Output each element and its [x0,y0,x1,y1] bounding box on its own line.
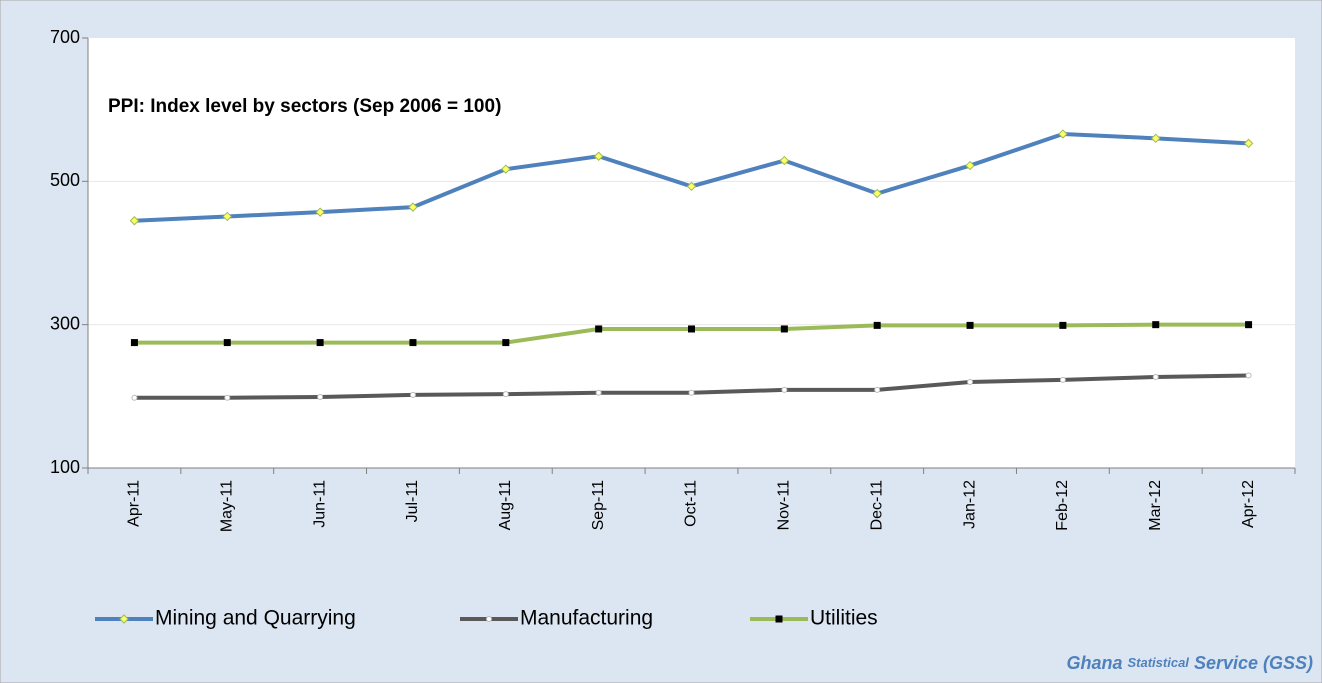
point [780,325,788,333]
point [593,151,604,161]
point [119,614,129,624]
legend-label: Mining and Quarrying [155,607,356,630]
x-tick-label: Jul-11 [404,480,421,522]
point [967,379,974,385]
x-tick-label: Sep-11 [590,480,607,531]
x-tick-label: Jan-12 [961,480,978,529]
point [408,202,418,212]
x-tick-label: Nov-11 [776,480,793,530]
point [486,616,492,622]
y-tick-label: 100 [50,457,80,477]
x-tick-label: Oct-11 [683,480,700,527]
legend-label: Manufacturing [520,607,653,630]
point [223,339,231,347]
point [688,389,695,396]
point [965,160,975,171]
point [966,321,974,329]
point [130,339,138,347]
point [131,394,138,401]
point [129,216,140,226]
point [595,389,602,396]
point [1152,321,1160,329]
point [779,155,790,166]
point [688,325,695,333]
point [502,391,509,398]
y-tick-label: 700 [50,27,80,47]
point [1059,376,1066,383]
y-tick-label: 300 [50,313,80,333]
point [595,325,603,333]
x-tick-label: Aug-11 [497,480,514,531]
point [1059,321,1067,329]
point [1245,372,1252,379]
point [222,211,232,222]
x-tick-label: Apr-12 [1240,480,1257,528]
point [686,181,697,192]
point [1243,138,1254,149]
x-tick-label: Apr-11 [126,480,143,527]
point [1152,373,1159,380]
point [1151,133,1161,144]
chart-title: PPI: Index level by sectors (Sep 2006 = … [108,96,501,117]
y-tick-label: 500 [50,170,80,190]
point [874,386,881,393]
x-tick-label: May-11 [218,480,235,532]
x-tick-label: Mar-12 [1147,480,1164,531]
source-part: Service (GSS) [1194,653,1313,673]
point [224,394,231,401]
source-part: Ghana [1066,653,1122,673]
x-tick-label: Jun-11 [311,480,328,528]
point [775,615,783,623]
point [873,321,881,329]
point [502,339,510,347]
point [872,188,882,199]
source-part: Statistical [1128,655,1190,670]
x-tick-label: Feb-12 [1054,480,1071,531]
x-tick-label: Dec-11 [868,480,885,530]
legend-label: Utilities [810,607,878,630]
source: Ghana Statistical Service (GSS) [1066,653,1313,673]
point [409,391,416,398]
point [317,394,324,401]
point [1058,129,1068,139]
point [409,339,417,347]
point [1245,321,1253,329]
point [501,164,511,174]
point [315,207,325,217]
point [781,386,788,393]
point [316,339,324,347]
